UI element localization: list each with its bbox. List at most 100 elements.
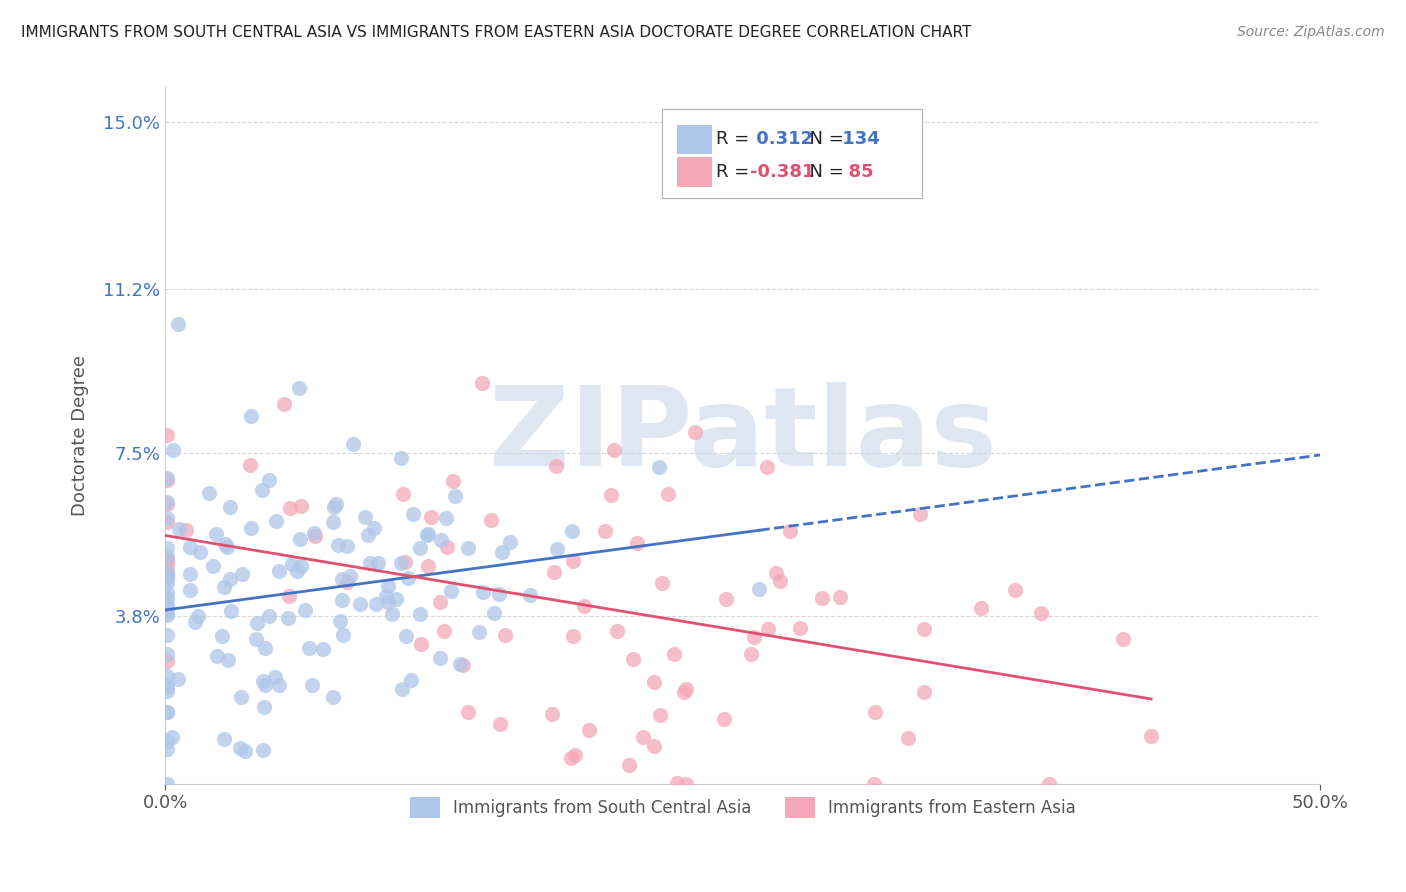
Point (420, 510, 443, 524)
Point (156, 566, 179, 581)
Point (312, 642, 335, 657)
Point (494, 628, 516, 642)
Point (546, 542, 568, 557)
Point (252, 673, 274, 688)
Point (250, 483, 273, 497)
Point (394, 556, 416, 570)
Point (156, 553, 179, 567)
Point (385, 592, 408, 607)
Point (908, 507, 931, 521)
Point (562, 554, 585, 568)
FancyBboxPatch shape (676, 158, 711, 186)
Point (217, 652, 239, 666)
Point (429, 533, 451, 547)
Point (156, 568, 179, 582)
Point (156, 777, 179, 791)
Point (389, 557, 412, 571)
Point (156, 628, 179, 642)
Point (231, 567, 253, 582)
Point (665, 775, 688, 789)
Point (304, 529, 326, 543)
Point (204, 527, 226, 541)
Point (162, 442, 184, 457)
Point (429, 651, 451, 665)
Point (664, 647, 686, 661)
Point (301, 678, 323, 692)
Point (240, 409, 263, 423)
Point (188, 545, 211, 559)
Point (488, 717, 510, 731)
Point (298, 641, 321, 656)
Point (349, 597, 371, 611)
Point (156, 576, 179, 591)
Point (184, 615, 207, 629)
Point (409, 607, 432, 622)
Point (156, 473, 179, 487)
Point (264, 514, 287, 528)
Point (606, 624, 628, 638)
Point (329, 614, 352, 628)
Point (603, 443, 626, 458)
FancyBboxPatch shape (676, 125, 711, 154)
Point (544, 458, 567, 473)
Text: R =: R = (716, 130, 755, 148)
Point (281, 557, 304, 571)
Point (174, 523, 197, 537)
Legend: Immigrants from South Central Asia, Immigrants from Eastern Asia: Immigrants from South Central Asia, Immi… (404, 790, 1083, 824)
Point (156, 553, 179, 567)
Point (277, 611, 299, 625)
Point (212, 580, 235, 594)
Point (394, 629, 416, 643)
Point (481, 513, 503, 527)
Point (643, 739, 665, 754)
Point (342, 436, 364, 450)
Point (231, 690, 253, 705)
Point (336, 575, 359, 590)
Point (367, 556, 389, 570)
Point (239, 458, 262, 472)
Point (156, 515, 179, 529)
Point (156, 678, 179, 692)
Point (156, 549, 179, 563)
Point (156, 601, 179, 615)
Text: R =: R = (716, 163, 755, 181)
Point (471, 376, 494, 390)
Point (648, 460, 671, 475)
Point (564, 748, 586, 763)
Point (245, 632, 267, 646)
Point (543, 565, 565, 579)
Point (491, 545, 513, 559)
Point (457, 706, 479, 720)
Point (416, 526, 439, 541)
Point (391, 486, 413, 500)
Point (288, 532, 311, 546)
Text: ZIPatlas: ZIPatlas (489, 382, 997, 489)
Point (166, 317, 188, 331)
Point (257, 609, 280, 624)
Point (377, 579, 399, 593)
Text: N =: N = (799, 163, 849, 181)
Point (468, 624, 491, 639)
Point (375, 589, 398, 603)
Text: 0.312: 0.312 (749, 130, 813, 148)
Point (897, 731, 920, 745)
Point (285, 564, 308, 578)
Point (330, 572, 353, 586)
Point (391, 450, 413, 465)
Point (433, 624, 456, 638)
Point (290, 499, 312, 513)
Point (657, 487, 679, 501)
Point (156, 471, 179, 485)
Point (219, 500, 242, 514)
Point (156, 606, 179, 620)
Point (621, 651, 644, 665)
Point (160, 731, 183, 745)
Point (339, 568, 361, 582)
Text: -0.381: -0.381 (749, 163, 814, 181)
Text: Source: ZipAtlas.com: Source: ZipAtlas.com (1237, 25, 1385, 39)
Point (278, 500, 301, 515)
Point (740, 647, 762, 661)
Point (714, 592, 737, 607)
Point (302, 526, 325, 541)
Point (439, 584, 461, 599)
